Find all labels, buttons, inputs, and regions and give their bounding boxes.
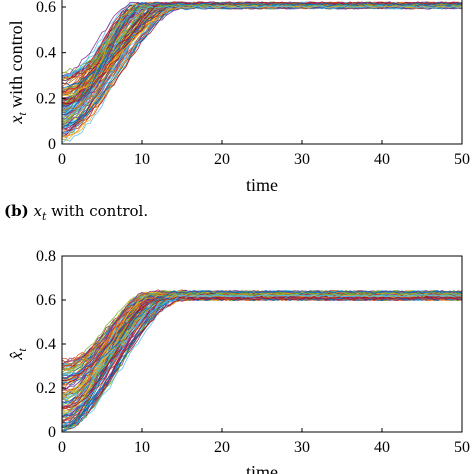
y-tick-label: 0.4 [36,336,56,353]
x-tick-label: 0 [58,151,66,168]
p2-ticks: 0 10 20 30 40 50 0 0.2 0.4 0.6 0.8 [36,248,470,456]
y-tick-label: 0.2 [36,90,56,107]
p2-ylabel-sub: t [15,348,29,352]
p1-xlabel: time [246,175,278,195]
trajectory-line [62,5,462,79]
trajectory-line [62,297,462,366]
y-tick-label: 0.2 [36,380,56,397]
y-tick-label: 0 [48,424,56,441]
x-tick-label: 50 [454,151,470,168]
caption-b-label: (b) [4,202,29,220]
p1-axes-frame [61,0,463,145]
x-tick-label: 30 [294,151,310,168]
x-tick-label: 40 [374,439,390,456]
trajectory-line [62,1,462,105]
y-tick-label: 0 [48,136,56,153]
p2-trajectories [62,289,462,432]
x-tick-label: 0 [58,439,66,456]
p2-xlabel: time [246,462,278,474]
x-tick-label: 10 [134,439,150,456]
caption-b-math: x [33,202,42,220]
p1-ylabel-sub: t [15,112,29,116]
x-tick-label: 20 [214,151,230,168]
x-tick-label: 40 [374,151,390,168]
x-tick-label: 30 [294,439,310,456]
p1-ylabel-text: with control [6,20,26,112]
y-tick-label: 0.4 [36,45,56,62]
p1-ylabel: xt with control [6,20,29,124]
panel-x-hat: 0 10 20 30 40 50 0 0.2 0.4 0.6 0.8 time x̂t [6,248,470,474]
trajectory-line [62,293,462,431]
y-tick-label: 0.8 [36,248,56,265]
y-tick-label: 0.6 [36,292,56,309]
trajectory-line [62,290,462,386]
x-tick-label: 50 [454,439,470,456]
p1-trajectories [62,1,462,144]
p2-ylabel: x̂t [6,348,29,361]
x-tick-label: 20 [214,439,230,456]
x-tick-label: 10 [134,151,150,168]
panel-x-with-control: 0 10 20 30 40 50 0 0.2 0.4 0.6 time xt with contr… [6,0,470,195]
trajectory-line [62,2,462,115]
p1-ticks: 0 10 20 30 40 50 0 0.2 0.4 0.6 [36,0,470,168]
caption-b-sub: t [42,210,47,223]
caption-b-text: with control. [46,202,148,220]
p1-ylabel-math: x [6,116,26,125]
trajectory-line [62,4,462,105]
y-tick-label: 0.6 [36,0,56,16]
trajectory-line [62,291,462,402]
p2-ylabel-math: x̂ [6,352,26,361]
caption-b: (b) xt with control. [4,202,148,223]
trajectory-line [62,4,462,97]
trajectory-line [62,296,462,409]
